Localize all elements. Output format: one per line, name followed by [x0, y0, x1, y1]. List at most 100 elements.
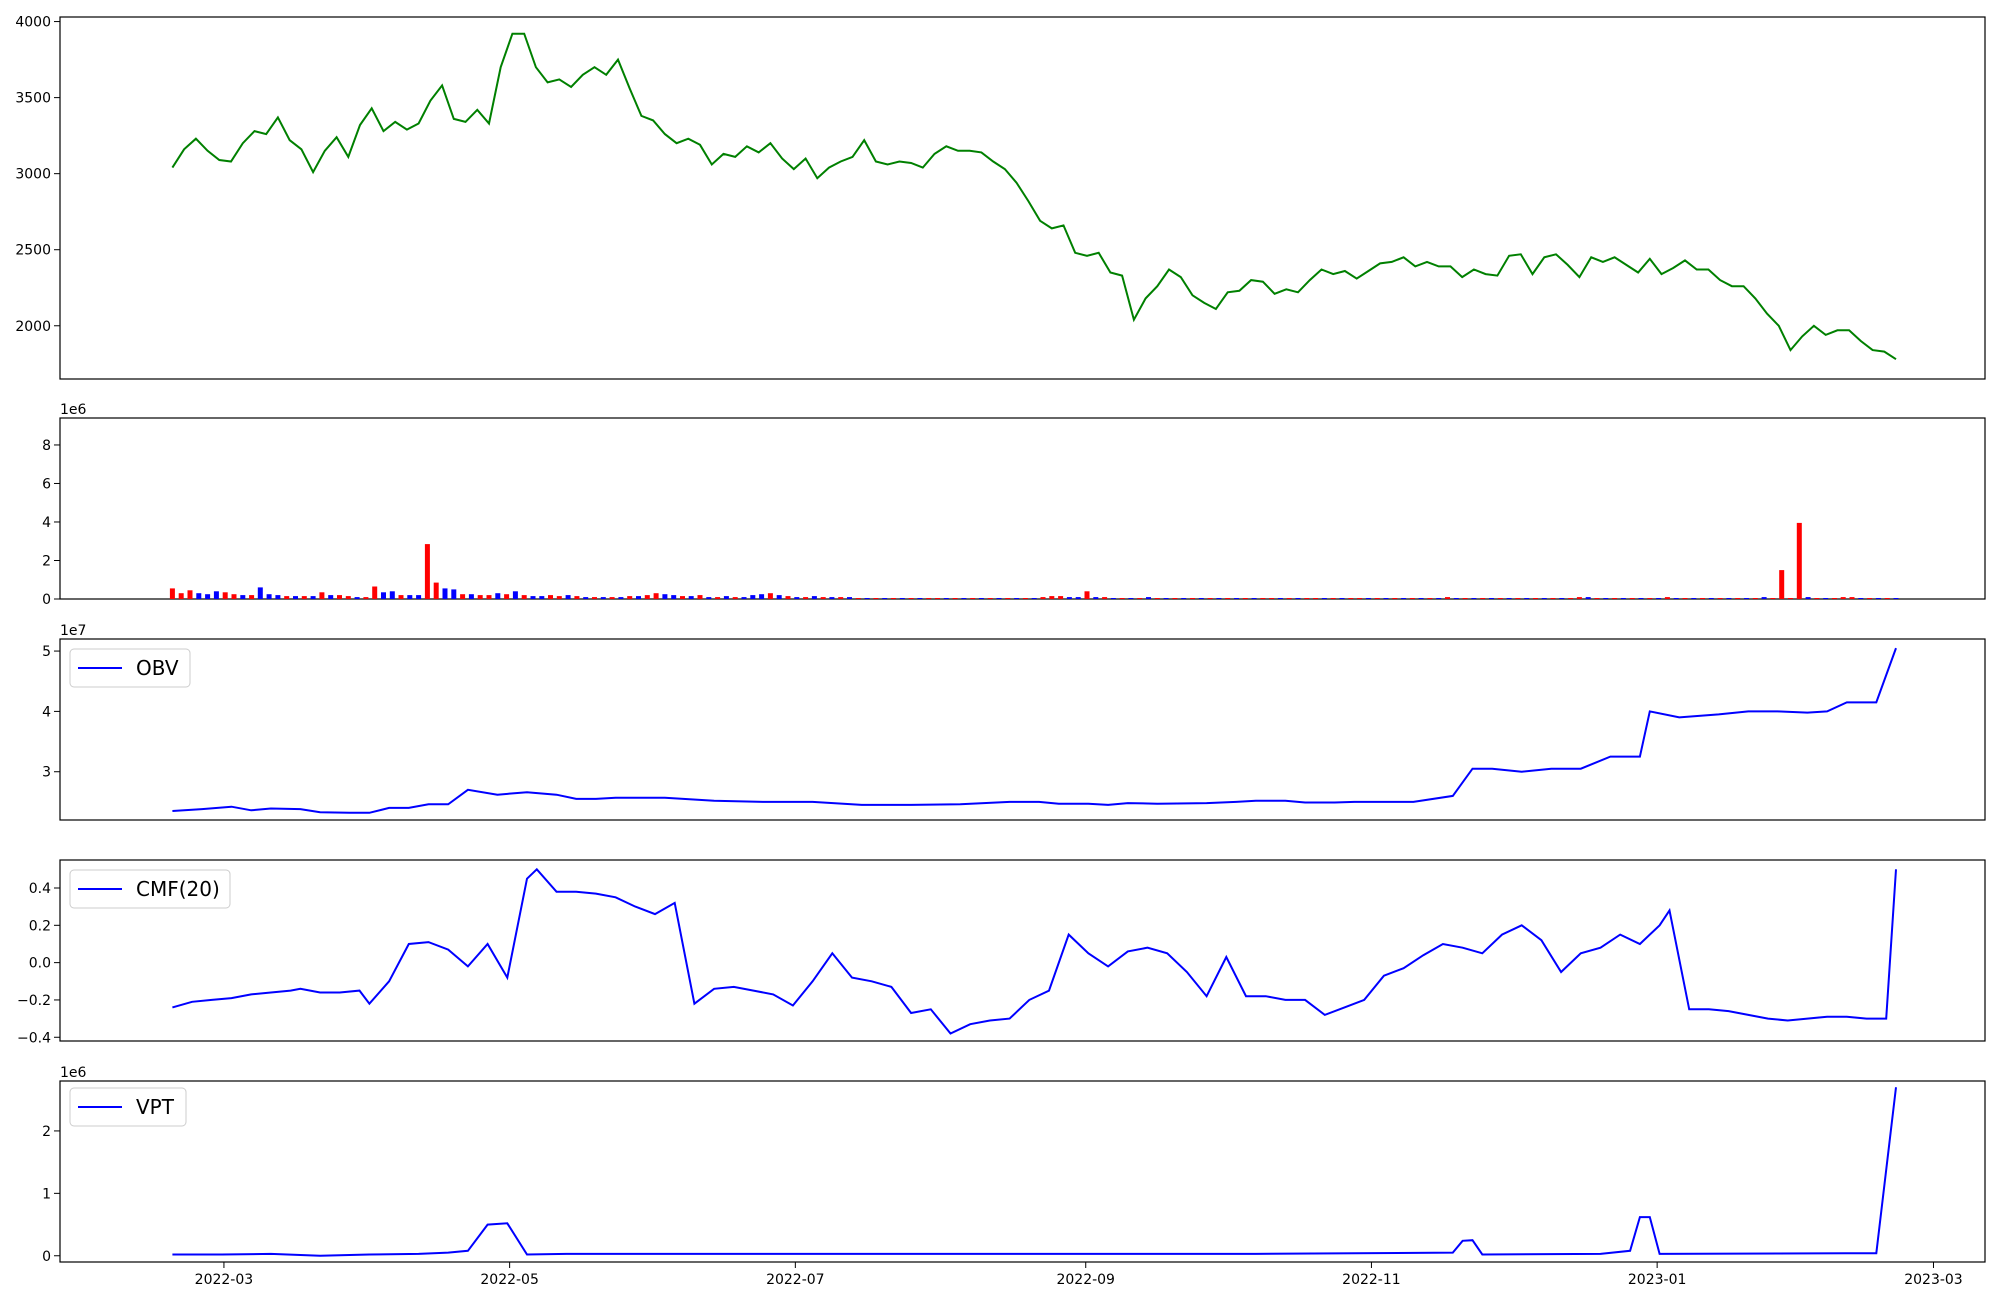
- volume-bar: [1893, 598, 1899, 599]
- volume-bar: [1858, 598, 1864, 599]
- volume-bar: [556, 596, 562, 599]
- volume-bar: [741, 597, 747, 599]
- volume-bar: [1304, 598, 1310, 599]
- volume-bar: [460, 594, 466, 599]
- volume-bar: [354, 597, 360, 599]
- volume-bar: [1031, 598, 1037, 599]
- volume-bar: [715, 597, 721, 599]
- volume-bar: [759, 594, 765, 599]
- volume-bar: [1339, 598, 1345, 599]
- volume-bar: [891, 598, 896, 599]
- volume-bar: [1154, 598, 1160, 599]
- volume-bar: [416, 595, 422, 599]
- volume-bar: [882, 598, 888, 599]
- volume-bar: [495, 593, 501, 599]
- volume-bar: [1295, 598, 1301, 599]
- volume-bar: [1489, 598, 1494, 599]
- volume-bar: [1462, 598, 1468, 599]
- obv-legend-box: [69, 648, 191, 688]
- volume-bar: [1242, 598, 1248, 599]
- cmf-legend-box: [69, 869, 231, 909]
- volume-bar: [284, 596, 290, 599]
- price-y-ticks: 2000 2500 3000 3500 4000: [15, 15, 60, 335]
- volume-bar: [1708, 598, 1714, 599]
- volume-bar: [1093, 597, 1099, 599]
- volume-multiplier-label: 1e6: [60, 402, 87, 418]
- volume-bar: [1849, 597, 1855, 599]
- obv-y-tick-label: 3: [42, 765, 51, 781]
- volume-bar: [1788, 598, 1793, 599]
- volume-bar: [1752, 598, 1758, 599]
- volume-bar: [847, 597, 852, 599]
- volume-bar: [1524, 598, 1530, 599]
- volume-bar: [169, 588, 175, 599]
- volume-bar: [1568, 598, 1574, 599]
- volume-bar: [671, 595, 677, 599]
- volume-bar: [249, 595, 255, 599]
- cmf-y-ticks: −0.4 −0.2 0.0 0.2 0.4: [17, 881, 60, 1046]
- volume-bar: [1181, 598, 1187, 599]
- volume-bar: [293, 596, 298, 599]
- obv-panel: 1e7 3 4 5 OBV: [42, 623, 1986, 821]
- volume-bar: [1656, 598, 1662, 599]
- volume-bar: [240, 595, 246, 599]
- volume-bar: [1409, 598, 1415, 599]
- volume-bar: [178, 593, 184, 599]
- volume-bar: [1137, 598, 1143, 599]
- volume-bar: [1040, 597, 1046, 599]
- volume-bar: [565, 595, 571, 599]
- volume-bar: [1875, 598, 1881, 599]
- volume-bar: [1427, 598, 1433, 599]
- volume-bar: [1682, 598, 1688, 599]
- volume-bar: [301, 596, 307, 599]
- volume-bar: [1128, 598, 1134, 599]
- volume-bar: [618, 597, 624, 599]
- volume-bar: [609, 597, 615, 599]
- volume-bar: [1119, 598, 1125, 599]
- x-tick-label: 2023-01: [1628, 1272, 1687, 1288]
- volume-panel: 1e6 0 2 4 6 8: [42, 402, 1986, 608]
- volume-bar: [372, 586, 378, 599]
- volume-bar: [1840, 597, 1846, 599]
- volume-y-tick-label: 6: [42, 476, 51, 492]
- volume-bar: [1207, 598, 1213, 599]
- volume-bar: [1251, 598, 1257, 599]
- volume-bar: [196, 593, 202, 599]
- volume-bar: [1832, 598, 1837, 599]
- volume-bar: [1779, 570, 1785, 599]
- volume-bar: [337, 595, 342, 599]
- volume-bar: [1014, 598, 1020, 599]
- volume-bar: [257, 587, 263, 599]
- volume-bar: [935, 598, 940, 599]
- volume-bar: [1576, 597, 1582, 599]
- cmf-panel: −0.4 −0.2 0.0 0.2 0.4 CMF(20): [17, 859, 1986, 1046]
- cmf-axes-frame: [59, 859, 1986, 1042]
- obv-multiplier-label: 1e7: [60, 623, 86, 639]
- x-axis: 2022-03 2022-05 2022-07 2022-09 2022-11 2023-…: [195, 1262, 1963, 1288]
- volume-bar: [530, 596, 536, 599]
- volume-bar: [1453, 598, 1459, 599]
- volume-bar: [1313, 598, 1319, 599]
- volume-bar: [1277, 598, 1283, 599]
- volume-bar: [732, 597, 738, 599]
- volume-bar: [1585, 597, 1591, 599]
- volume-bar: [1445, 597, 1450, 599]
- volume-bar: [697, 595, 703, 599]
- volume-bar: [512, 591, 518, 599]
- volume-bar: [899, 598, 905, 599]
- volume-bar: [1471, 598, 1477, 599]
- volume-bar: [1102, 597, 1108, 599]
- x-tick-label: 2023-03: [1904, 1272, 1963, 1288]
- volume-bar: [996, 598, 1002, 599]
- volume-y-tick-label: 0: [42, 592, 51, 608]
- volume-bar: [750, 595, 756, 599]
- volume-bar: [636, 596, 641, 599]
- volume-bar: [213, 591, 219, 599]
- volume-bar: [1225, 598, 1231, 599]
- volume-bar: [1418, 598, 1424, 599]
- volume-bar: [275, 595, 281, 599]
- volume-bar: [627, 596, 633, 599]
- volume-bar: [539, 596, 545, 599]
- volume-bar: [328, 595, 334, 599]
- vpt-multiplier-label: 1e6: [60, 1065, 87, 1081]
